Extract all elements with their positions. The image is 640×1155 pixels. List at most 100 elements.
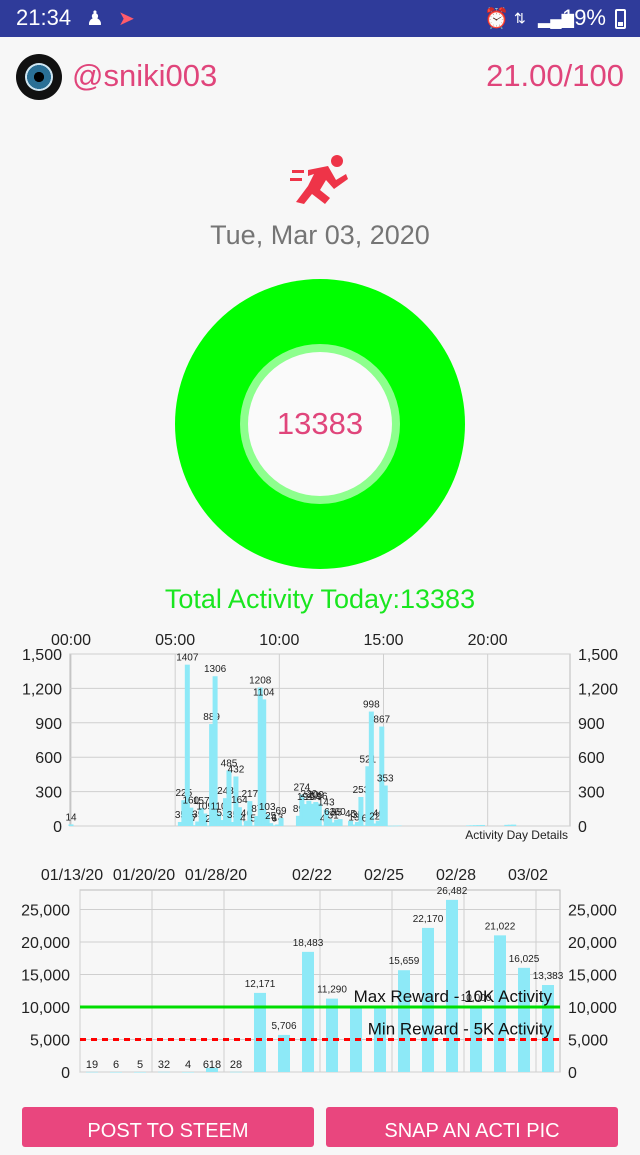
bar <box>158 1071 170 1073</box>
bar-value-label: 998 <box>363 700 380 711</box>
y-tick-right: 25,000 <box>568 903 617 920</box>
bar-value-label: 191 <box>297 792 314 803</box>
x-tick-top: 15:00 <box>363 632 403 649</box>
bar-value-label: 253 <box>353 785 370 796</box>
activity-date: Tue, Mar 03, 2020 <box>210 220 430 250</box>
bar <box>299 794 305 826</box>
bar <box>278 818 284 826</box>
x-tick-top: 01/20/20 <box>113 867 175 884</box>
bar-value-label: 11,290 <box>317 985 347 996</box>
y-tick-right: 0 <box>578 819 587 836</box>
bar <box>188 807 194 826</box>
status-bar: 21:34 ♟ ➤ ⏰ ⇅ ▂▄▆ 19% <box>0 0 640 37</box>
bar-value-label: 39 <box>192 810 204 821</box>
y-tick-left: 25,000 <box>21 903 70 920</box>
bar-value-label: 25 <box>265 811 277 822</box>
max-reward-label: Max Reward - 10K Activity <box>354 987 553 1006</box>
y-tick-right: 5,000 <box>568 1033 608 1050</box>
bar <box>494 935 506 1072</box>
bar <box>240 825 246 827</box>
bar <box>518 967 530 1072</box>
bar-value-label: 225 <box>176 788 193 799</box>
snap-pic-button[interactable]: SNAP AN ACTI PIC <box>326 1107 618 1147</box>
y-tick-left: 20,000 <box>21 935 70 952</box>
bar <box>382 785 388 826</box>
bar-value-label: 1306 <box>204 664 227 675</box>
bar <box>212 676 218 826</box>
bar-value-label: 55 <box>331 808 343 819</box>
bar <box>348 820 354 826</box>
min-reward-label: Min Reward - 5K Activity <box>368 1020 553 1039</box>
chart-description: Activity History Chart <box>447 1076 559 1078</box>
y-tick-right: 900 <box>578 716 605 733</box>
bar <box>250 825 256 826</box>
y-tick-left: 10,000 <box>21 1000 70 1017</box>
bar <box>254 816 260 826</box>
bar <box>86 1071 98 1073</box>
signal-icon: ▂▄▆ <box>538 11 574 28</box>
bar-value-label: 45 <box>345 809 357 820</box>
y-tick-left: 1,500 <box>22 647 62 664</box>
bar <box>326 998 338 1072</box>
bar <box>479 824 485 826</box>
bar-value-label: 6 <box>113 1059 119 1071</box>
bar <box>275 824 281 826</box>
bar <box>466 825 472 826</box>
bar <box>354 821 360 826</box>
x-tick-top: 02/28 <box>436 867 476 884</box>
bar-value-label: 194 <box>304 792 321 803</box>
eye-icon <box>25 63 53 91</box>
bar <box>134 1071 146 1073</box>
bar-value-label: 5 <box>137 1059 143 1071</box>
bar-value-label: 1208 <box>249 675 272 686</box>
bar-value-label: 52 <box>216 808 228 819</box>
bar-value-label: 63 <box>324 807 336 818</box>
bar-value-label: 35 <box>227 810 239 821</box>
bar-value-label: 19 <box>86 1059 98 1071</box>
data-icon: ⇅ <box>514 10 526 26</box>
bar <box>223 798 229 826</box>
bar-value-label: 60 <box>335 807 347 818</box>
bar-value-label: 103 <box>259 802 276 813</box>
bar <box>422 927 434 1072</box>
username[interactable]: @sniki003 <box>72 58 218 93</box>
x-tick-top: 01/13/20 <box>41 867 103 884</box>
bar-value-label: 13 <box>272 813 284 824</box>
bar <box>379 726 385 826</box>
bar-value-label: 4 <box>240 814 246 825</box>
y-tick-right: 0 <box>568 1065 577 1078</box>
bar <box>243 820 249 826</box>
bar-value-label: 618 <box>203 1059 221 1071</box>
bar <box>191 825 197 826</box>
x-tick-top: 10:00 <box>259 632 299 649</box>
bar <box>230 1071 242 1073</box>
bar <box>398 970 410 1072</box>
bar <box>476 825 482 826</box>
bar <box>264 814 270 826</box>
notification-icon: ♟ <box>86 8 104 30</box>
y-tick-left: 0 <box>61 1065 70 1078</box>
bar-value-label: 15,659 <box>389 956 420 967</box>
profile-header: @sniki003 21.00/100 <box>0 52 640 102</box>
bar <box>309 803 315 826</box>
battery-icon <box>615 9 626 29</box>
bar <box>278 1034 290 1072</box>
bar <box>110 1071 122 1073</box>
post-to-steem-button[interactable]: POST TO STEEM <box>22 1107 314 1147</box>
bar-value-label: 31 <box>328 810 340 821</box>
bar <box>389 825 395 827</box>
bar <box>507 824 513 826</box>
activity-count: 13383 <box>276 406 364 441</box>
bar-value-label: 164 <box>231 795 248 806</box>
bar-value-label: 143 <box>318 798 335 809</box>
y-tick-right: 10,000 <box>568 1000 617 1017</box>
bar <box>313 802 319 826</box>
history-activity-chart: 0 0 5,000 5,000 10,000 10,000 15,000 15,000 20,0… <box>21 867 617 1078</box>
bar <box>358 796 364 826</box>
bar-value-label: 12,171 <box>245 979 276 990</box>
bar-value-label: 13 <box>348 813 360 824</box>
status-time: 21:34 <box>16 5 72 30</box>
y-tick-right: 600 <box>578 750 605 767</box>
bar <box>351 824 357 826</box>
avatar[interactable] <box>16 54 62 100</box>
